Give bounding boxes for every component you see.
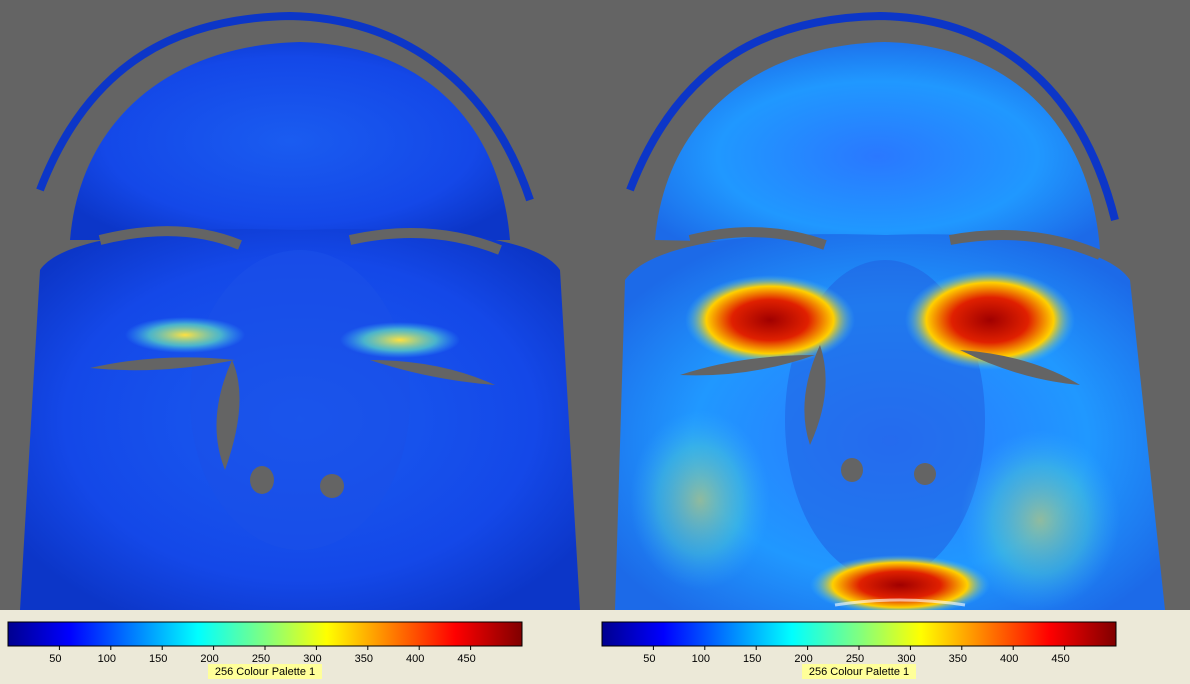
- palette-label-box: [208, 664, 322, 679]
- tick-label: 450: [457, 653, 475, 665]
- colorbar: [601, 621, 1117, 647]
- tick-label: 350: [949, 653, 967, 665]
- tick-label: 50: [49, 653, 61, 665]
- tick-label: 250: [252, 653, 270, 665]
- tick-label: 200: [794, 653, 812, 665]
- tick-label: 100: [692, 653, 710, 665]
- tick-label: 250: [846, 653, 864, 665]
- tick-label: 300: [303, 653, 321, 665]
- tick-label: 200: [200, 653, 218, 665]
- palette-label-box: [802, 664, 916, 679]
- face-image-right: [615, 11, 1165, 615]
- tick-label: 300: [897, 653, 915, 665]
- tick-label: 350: [355, 653, 373, 665]
- tick-label: 50: [643, 653, 655, 665]
- colorbar: [7, 621, 523, 647]
- tick-label: 400: [406, 653, 424, 665]
- face-image-left: [20, 11, 580, 610]
- palette-label: 256 Colour Palette 1: [809, 666, 909, 678]
- colorbar-strip: [0, 610, 1190, 684]
- tick-label: 150: [743, 653, 761, 665]
- tick-label: 400: [1000, 653, 1018, 665]
- tick-label: 100: [98, 653, 116, 665]
- palette-label: 256 Colour Palette 1: [215, 666, 315, 678]
- tick-label: 450: [1051, 653, 1069, 665]
- tick-label: 150: [149, 653, 167, 665]
